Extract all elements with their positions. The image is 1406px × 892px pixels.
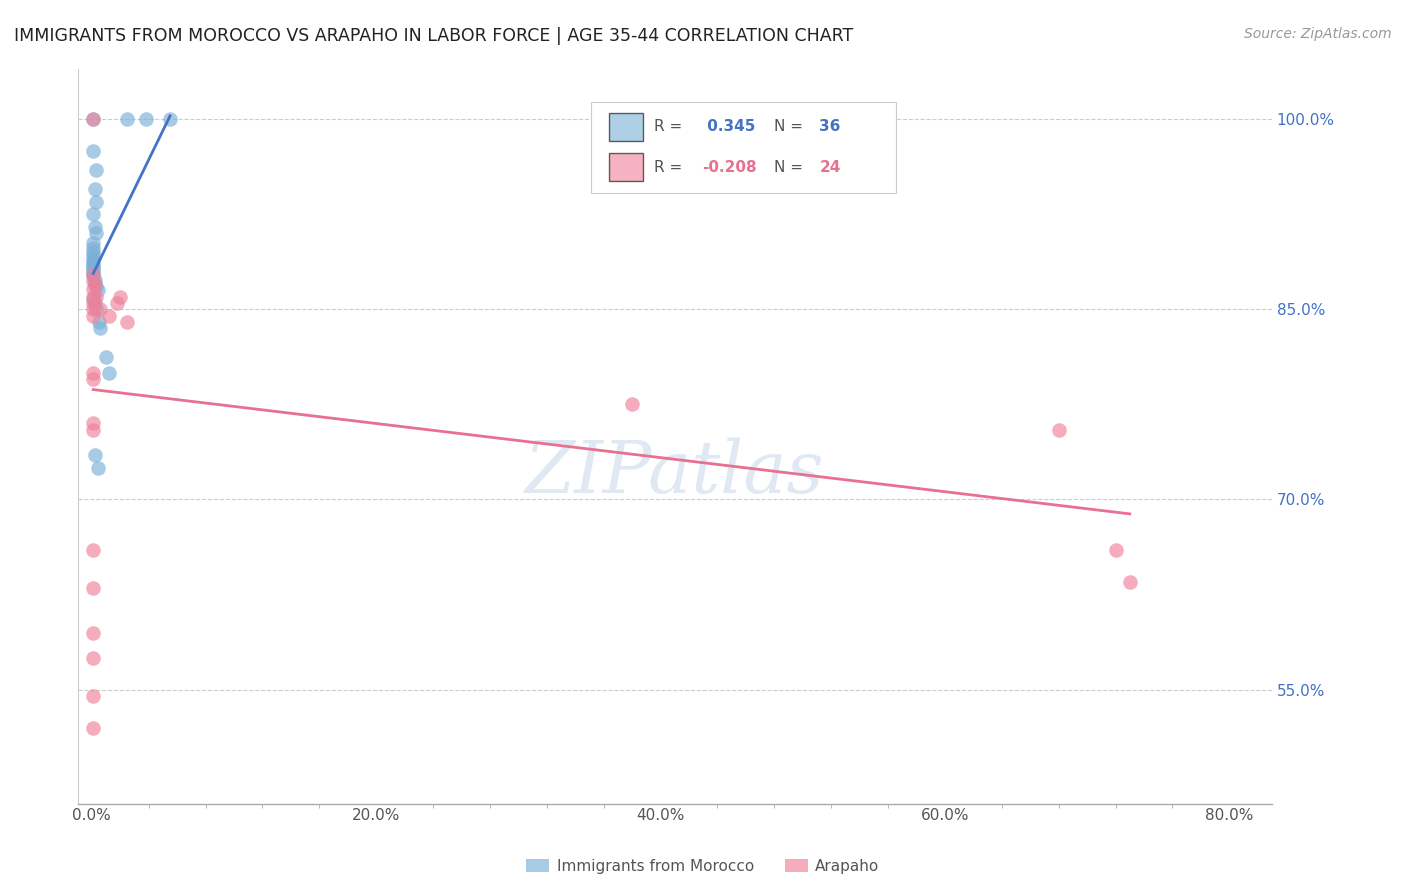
Point <box>159 112 181 127</box>
Point <box>82 252 104 266</box>
Point <box>97 366 120 380</box>
Point <box>82 112 104 127</box>
Point <box>83 273 105 287</box>
Point <box>84 194 107 209</box>
Point <box>84 279 107 293</box>
Point <box>82 259 104 273</box>
Point <box>82 651 104 665</box>
Point <box>82 581 104 595</box>
Point <box>82 292 104 306</box>
Point <box>82 543 104 558</box>
Point <box>82 257 104 271</box>
Point <box>83 296 105 310</box>
Point <box>1119 574 1142 589</box>
Point <box>82 689 104 703</box>
Point <box>97 309 120 323</box>
Point <box>82 242 104 256</box>
Point <box>83 219 105 234</box>
Legend: Immigrants from Morocco, Arapaho: Immigrants from Morocco, Arapaho <box>520 853 886 880</box>
Text: 36: 36 <box>820 120 841 134</box>
Text: Source: ZipAtlas.com: Source: ZipAtlas.com <box>1244 27 1392 41</box>
Point <box>117 112 139 127</box>
Point <box>82 245 104 260</box>
Point <box>82 366 104 380</box>
Text: R =: R = <box>654 160 688 175</box>
Point <box>86 283 108 297</box>
Point <box>82 269 104 284</box>
Point <box>82 264 104 278</box>
Text: 24: 24 <box>820 160 841 175</box>
Point <box>82 254 104 268</box>
FancyBboxPatch shape <box>609 112 643 141</box>
Point <box>1047 423 1070 437</box>
Point <box>82 112 104 127</box>
Point <box>82 417 104 431</box>
Point <box>83 182 105 196</box>
Text: 0.345: 0.345 <box>702 120 755 134</box>
Point <box>87 315 110 329</box>
FancyBboxPatch shape <box>591 102 896 194</box>
Point <box>82 290 104 304</box>
Point <box>82 372 104 386</box>
Point <box>83 277 105 291</box>
Point <box>135 112 157 127</box>
Point <box>82 309 104 323</box>
Point <box>82 267 104 281</box>
Point <box>1104 543 1126 558</box>
Point <box>94 351 117 365</box>
Point <box>89 321 111 335</box>
Point <box>82 296 104 310</box>
Point <box>82 423 104 437</box>
Point <box>82 282 104 296</box>
FancyBboxPatch shape <box>609 153 643 181</box>
Text: N =: N = <box>773 160 808 175</box>
Point <box>82 261 104 276</box>
Text: R =: R = <box>654 120 688 134</box>
Point <box>84 290 107 304</box>
Point <box>89 302 111 317</box>
Point <box>82 302 104 317</box>
Point <box>82 625 104 640</box>
Point <box>82 144 104 158</box>
Point <box>84 302 107 317</box>
Text: IMMIGRANTS FROM MOROCCO VS ARAPAHO IN LABOR FORCE | AGE 35-44 CORRELATION CHART: IMMIGRANTS FROM MOROCCO VS ARAPAHO IN LA… <box>14 27 853 45</box>
Point <box>83 277 105 291</box>
Point <box>82 721 104 735</box>
Point <box>82 236 104 251</box>
Point <box>117 315 139 329</box>
Point <box>107 296 129 310</box>
Point <box>82 207 104 221</box>
Text: N =: N = <box>773 120 808 134</box>
Point <box>110 290 132 304</box>
Point <box>83 448 105 462</box>
Point <box>621 397 644 411</box>
Text: -0.208: -0.208 <box>702 160 756 175</box>
Point <box>82 267 104 281</box>
Point <box>84 227 107 241</box>
Point <box>84 162 107 177</box>
Text: ZIPatlas: ZIPatlas <box>524 438 824 508</box>
Point <box>86 460 108 475</box>
Point <box>82 248 104 262</box>
Point <box>82 275 104 289</box>
